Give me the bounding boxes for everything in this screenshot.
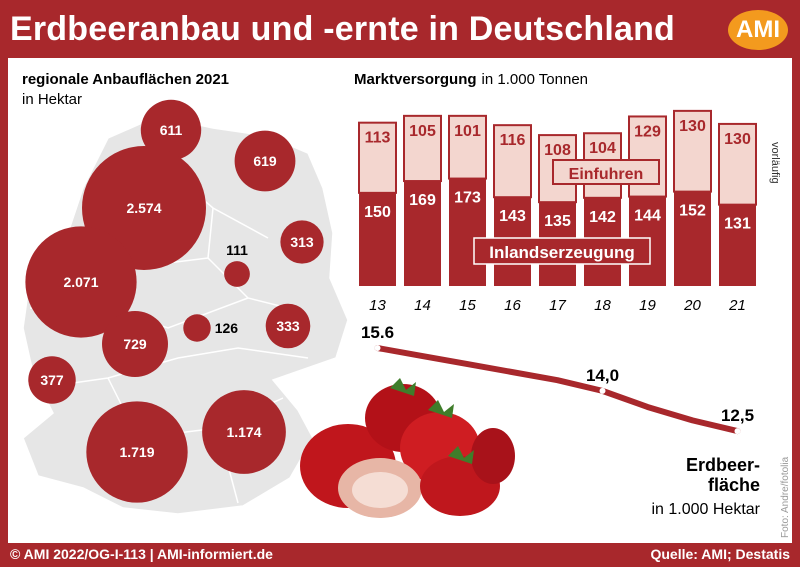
bar-imports-label: 130 xyxy=(679,118,706,135)
line-series xyxy=(374,345,741,435)
map-bubble-label: 619 xyxy=(253,153,277,169)
header-band: Erdbeeranbau und -ernte in Deutschland A… xyxy=(0,0,800,58)
x-tick-label: 18 xyxy=(594,297,611,314)
map-bubble-label: 1.174 xyxy=(226,424,261,440)
line-point xyxy=(374,345,381,351)
x-tick-label: 14 xyxy=(414,297,431,314)
map-bubble xyxy=(265,303,311,349)
bar-imports-label: 129 xyxy=(634,123,661,140)
line-point-label: 14,0 xyxy=(586,366,619,385)
bar-production xyxy=(404,181,441,286)
bar-imports-label: 104 xyxy=(589,140,616,157)
bar-unit: in 1.000 Tonnen xyxy=(482,71,589,88)
x-tick-labels: 13 14 15 16 17 18 19 20 21 xyxy=(369,297,746,314)
line-point-label: 12,5 xyxy=(721,406,754,425)
map-bubble xyxy=(224,261,250,287)
bar-production-label: 131 xyxy=(724,216,751,233)
bar-production-label: 152 xyxy=(679,203,706,220)
ami-logo: AMI xyxy=(728,10,788,50)
bar-production xyxy=(449,178,486,286)
x-tick-label: 20 xyxy=(683,297,701,314)
line-chart: 15.6 14,0 12,5 xyxy=(361,323,754,435)
bar-production-label: 144 xyxy=(634,208,661,225)
line-title-2: fläche xyxy=(708,475,760,495)
map-bubble xyxy=(25,226,137,338)
x-tick-label: 19 xyxy=(639,297,656,314)
x-tick-label: 21 xyxy=(728,297,746,314)
bar-chart-title: Marktversorgung in 1.000 Tonnen xyxy=(354,71,588,88)
bar-imports-label: 101 xyxy=(454,123,481,140)
footer-source: Quelle: AMI; Destatis xyxy=(650,546,790,562)
map-bubbles: 611 619 2.574 111 313 2.071 126 333 729 377 1.174 1… xyxy=(25,99,324,503)
map-bubble xyxy=(86,401,188,503)
bar-production-label: 142 xyxy=(589,209,616,226)
bar-production xyxy=(674,191,711,286)
bar-production xyxy=(359,192,396,286)
map-bubble-label: 611 xyxy=(160,122,183,138)
bar-imports xyxy=(718,122,757,206)
map-bubble xyxy=(140,99,202,161)
production-legend-box xyxy=(473,237,651,265)
map-bubble xyxy=(102,311,168,377)
photo-credit: Foto: Andre/fotolia xyxy=(780,456,791,538)
bar-production-label: 143 xyxy=(499,208,526,225)
bar-production-label: 150 xyxy=(364,204,391,221)
x-tick-label: 17 xyxy=(549,297,566,314)
footer-copyright: © AMI 2022/OG-I-113 | AMI-informiert.de xyxy=(10,546,273,562)
map-bubble xyxy=(202,390,286,474)
map-bubble-label: 333 xyxy=(276,318,300,334)
bar-production-label: 173 xyxy=(454,190,481,207)
bar-imports-label: 130 xyxy=(724,131,751,148)
line-unit: in 1.000 Hektar xyxy=(651,501,760,518)
production-legend-label: Inlandserzeugung xyxy=(489,243,634,262)
map-bubble-label: 1.719 xyxy=(119,444,154,460)
bar-imports xyxy=(358,121,397,194)
bar-imports-label: 108 xyxy=(544,142,571,159)
x-tick-label: 15 xyxy=(459,297,476,314)
page-title: Erdbeeranbau und -ernte in Deutschland xyxy=(10,10,676,48)
map-bubble-label: 313 xyxy=(290,234,314,250)
line-point-label: 15.6 xyxy=(361,323,394,342)
x-tick-label: 13 xyxy=(369,297,386,314)
map-bubble-label: 377 xyxy=(40,372,64,388)
bar-production-label: 135 xyxy=(544,213,571,230)
map-bubble-label: 2.071 xyxy=(63,274,98,290)
map-bubble xyxy=(28,356,76,404)
map-bubble xyxy=(280,220,324,264)
bar-imports-label: 113 xyxy=(365,130,391,147)
map-bubble-label: 111 xyxy=(226,242,248,258)
map-bubble-label: 126 xyxy=(215,320,239,336)
bar-production xyxy=(719,204,756,286)
line-point xyxy=(734,428,741,435)
bar-production-label: 169 xyxy=(409,192,436,209)
bar-imports-label: 116 xyxy=(500,132,526,149)
strawberry-photo xyxy=(300,378,515,518)
infographic-panel: regionale Anbauflächen 2021 in Hektar 61… xyxy=(8,58,792,543)
map-title: regionale Anbauflächen 2021 xyxy=(22,71,229,88)
map-bubble xyxy=(183,314,211,342)
bar-imports xyxy=(493,124,532,199)
imports-legend-label: Einfuhren xyxy=(569,166,644,183)
map-bubble-label: 729 xyxy=(123,336,147,352)
x-tick-label: 16 xyxy=(504,297,521,314)
infographic-svg: regionale Anbauflächen 2021 in Hektar 61… xyxy=(22,71,791,538)
line-point xyxy=(599,387,606,394)
imports-legend-box xyxy=(552,159,660,185)
line-title-1: Erdbeer- xyxy=(686,455,760,475)
bar-imports xyxy=(448,114,487,180)
bar-title: Marktversorgung xyxy=(354,71,477,88)
map-bubble xyxy=(234,130,296,192)
bar-imports-label: 105 xyxy=(409,123,436,140)
bar-imports xyxy=(673,109,712,193)
bar-imports xyxy=(403,114,442,183)
map-unit: in Hektar xyxy=(22,91,82,108)
map-bubble-label: 2.574 xyxy=(126,200,161,216)
preliminary-note: vorläufig xyxy=(769,142,781,184)
